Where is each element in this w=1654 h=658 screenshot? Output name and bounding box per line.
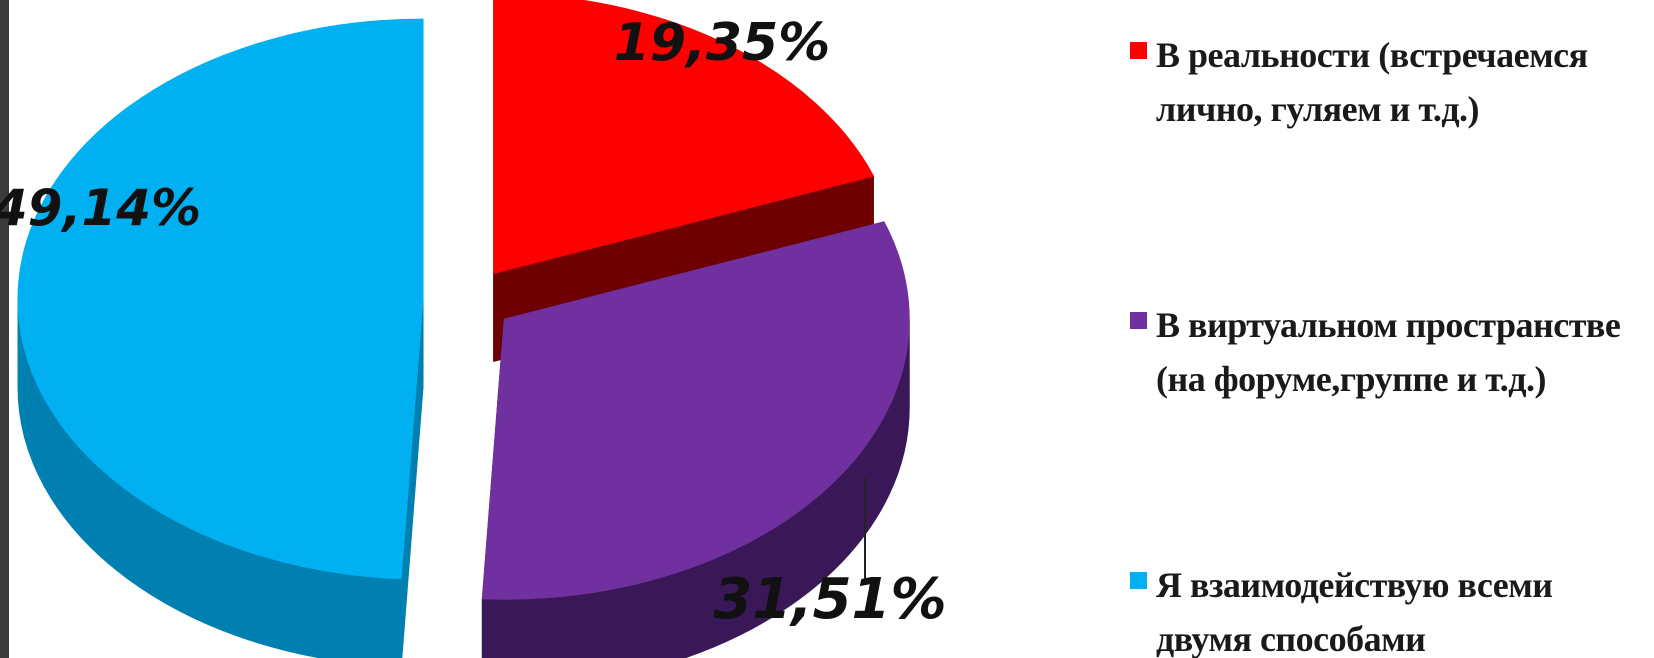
legend-label-virtual: В виртуальном пространстве (на форуме,гр… [1156, 305, 1621, 399]
pie-slice-virtual [481, 221, 910, 600]
pct-label-real: 19,35% [614, 13, 831, 73]
pie-slice-real [493, 0, 875, 275]
legend-swatch-red [1130, 42, 1147, 59]
pct-label-virtual: 31,51% [713, 567, 946, 632]
legend-label-real: В реальности (встречаемся лично, гуляем … [1156, 35, 1588, 129]
pie-slice-both [17, 18, 424, 580]
slide-left-border [0, 0, 9, 658]
legend-swatch-blue [1130, 572, 1147, 589]
legend-label-both: Я взаимодействую всеми двумя способами [1156, 565, 1553, 658]
pct-label-both: 49,14% [0, 179, 201, 237]
legend-swatch-purple [1130, 312, 1147, 329]
